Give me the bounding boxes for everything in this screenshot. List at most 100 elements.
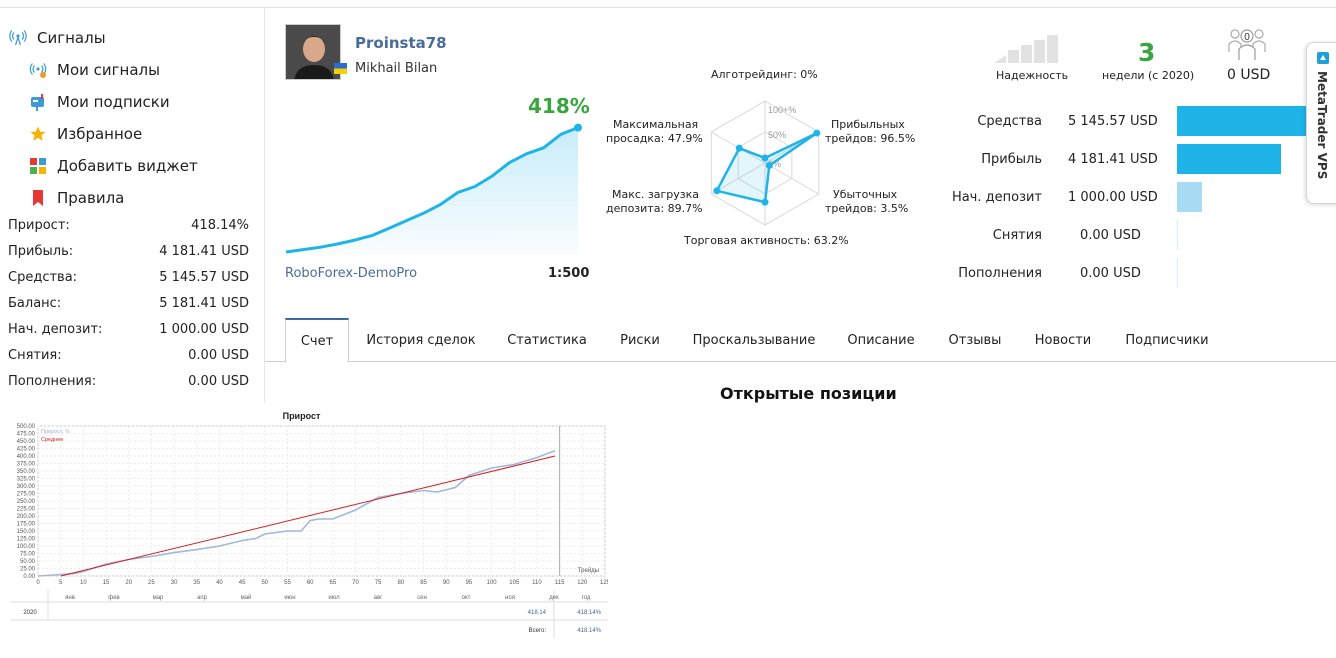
- growth-series-line: [60, 455, 556, 577]
- table-month-header: июл: [328, 595, 340, 601]
- nav-my-subscriptions[interactable]: Мои подписки: [8, 86, 198, 118]
- growth-xtick: 40: [216, 580, 223, 586]
- growth-ytick: 200.00: [17, 514, 36, 520]
- tab-statistics[interactable]: Статистика: [501, 318, 593, 362]
- broker-server[interactable]: RoboForex-DemoPro: [285, 266, 418, 281]
- mailbox-icon: [28, 92, 48, 112]
- nav-add-widget-label: Добавить виджет: [57, 157, 198, 175]
- growth-xtick: 85: [420, 580, 427, 586]
- metatrader-vps-tab[interactable]: MetaTrader VPS: [1306, 42, 1336, 204]
- growth-xtick: 90: [443, 580, 450, 586]
- stat-row: Прирост: 418.14%: [8, 212, 249, 238]
- radar-label-drawdown-2: просадка: 47.9%: [606, 132, 703, 145]
- tab-label: Счет: [300, 333, 334, 349]
- nav-my-signals[interactable]: Мои сигналы: [8, 54, 198, 86]
- nav-rules[interactable]: Правила: [8, 182, 198, 214]
- tab-description[interactable]: Описание: [839, 318, 923, 362]
- open-positions-title: Открытые позиции: [720, 384, 897, 403]
- growth-ytick: 75.00: [20, 552, 36, 558]
- stat-label: Баланс:: [8, 295, 62, 311]
- stat-label: Средства:: [8, 269, 78, 285]
- tab-subscribers[interactable]: Подписчики: [1117, 318, 1217, 362]
- table-month-header: апр: [197, 595, 208, 601]
- reliability-label: Надежность: [996, 69, 1069, 82]
- nav-favorites-label: Избранное: [57, 125, 143, 143]
- growth-ytick: 0.00: [23, 574, 35, 580]
- growth-xtick: 100: [487, 580, 498, 586]
- ukraine-flag-icon: [334, 63, 347, 74]
- finance-bar: [1177, 258, 1178, 288]
- left-panel-divider: [264, 8, 265, 403]
- growth-ytick: 425.00: [17, 447, 36, 453]
- finance-label: Снятия: [992, 228, 1042, 243]
- mini-chart-area: [286, 127, 578, 256]
- table-month-header: дек: [549, 595, 559, 601]
- author-real-name: Mikhail Bilan: [355, 61, 438, 76]
- radar-label-load: Макс. загрузка: [612, 188, 700, 201]
- stat-row: Прибыль: 4 181.41 USD: [8, 238, 249, 264]
- nav-add-widget[interactable]: Добавить виджет: [8, 150, 198, 182]
- growth-xtick: 50: [261, 580, 268, 586]
- growth-xtick: 125: [600, 580, 608, 586]
- nav-my-signals-label: Мои сигналы: [57, 61, 160, 79]
- growth-ytick: 350.00: [17, 469, 36, 475]
- bookmark-icon: [28, 188, 48, 208]
- growth-ytick: 450.00: [17, 439, 36, 445]
- finance-value: 4 181.41 USD: [1068, 152, 1158, 167]
- tab-risks[interactable]: Риски: [611, 318, 669, 362]
- growth-ytick: 300.00: [17, 484, 36, 490]
- table-year-total: 418.14%: [577, 610, 601, 616]
- stat-row: Пополнения: 0.00 USD: [8, 368, 249, 394]
- radar-label-profit-line1: Прибыльных: [831, 118, 905, 131]
- growth-ytick: 125.00: [17, 537, 36, 543]
- nav-signals[interactable]: Сигналы: [8, 22, 198, 54]
- stat-row: Баланс: 5 181.41 USD: [8, 290, 249, 316]
- tab-trade-history[interactable]: История сделок: [361, 318, 481, 362]
- growth-xtick: 95: [466, 580, 473, 586]
- table-month-header: окт: [462, 595, 471, 601]
- growth-legend-item: Среднее: [41, 437, 63, 443]
- growth-xtick: 80: [398, 580, 405, 586]
- growth-xtick: 120: [577, 580, 588, 586]
- growth-xlabel: Трейды: [578, 567, 599, 574]
- signal-author-username[interactable]: Proinsta78: [355, 34, 447, 52]
- nav-signals-label: Сигналы: [37, 29, 106, 47]
- growth-xtick: 5: [59, 580, 63, 586]
- finance-row-equity: Средства 5 145.57 USD: [946, 102, 1306, 140]
- finance-bars: Средства 5 145.57 USD Прибыль 4 181.41 U…: [946, 102, 1306, 292]
- radar-axis: [764, 162, 819, 195]
- tab-reviews[interactable]: Отзывы: [941, 318, 1009, 362]
- stat-value: 418.14%: [191, 217, 249, 233]
- growth-ytick: 250.00: [17, 499, 36, 505]
- radar-label-loss: Убыточных: [833, 188, 898, 201]
- radar-axis: [711, 162, 766, 195]
- growth-ytick: 175.00: [17, 522, 36, 528]
- reliability-bar: [1047, 35, 1058, 63]
- growth-ytick: 225.00: [17, 507, 36, 513]
- growth-xtick: 115: [555, 580, 565, 586]
- subscription-price: 0 USD: [1227, 67, 1271, 83]
- widget-icon: [28, 156, 48, 176]
- table-year: 2020: [23, 610, 37, 616]
- tab-label: Риски: [620, 332, 660, 348]
- growth-xtick: 20: [125, 580, 132, 586]
- growth-ytick: 400.00: [17, 454, 36, 460]
- nav-rules-label: Правила: [57, 189, 125, 207]
- tab-slippage[interactable]: Проскальзывание: [687, 318, 821, 362]
- table-month-header: год: [582, 595, 591, 601]
- table-total-value: 418.14%: [577, 628, 601, 634]
- growth-ytick: 25.00: [20, 567, 36, 573]
- table-month-header: июн: [284, 595, 295, 601]
- radar-label-activity: Торговая активность: 63.2%: [684, 234, 849, 247]
- tab-account[interactable]: Счет: [285, 318, 349, 363]
- radar-label-profit: Прибыльных: [831, 118, 905, 132]
- tab-label: Статистика: [507, 332, 587, 348]
- radar-point: [735, 144, 743, 152]
- avatar[interactable]: [285, 24, 341, 80]
- tab-label: История сделок: [366, 332, 476, 348]
- nav-favorites[interactable]: Избранное: [8, 118, 198, 150]
- finance-row-withdrawals: Снятия 0.00 USD: [946, 216, 1306, 254]
- tab-news[interactable]: Новости: [1027, 318, 1099, 362]
- radar-scale-50: 50%: [768, 130, 786, 140]
